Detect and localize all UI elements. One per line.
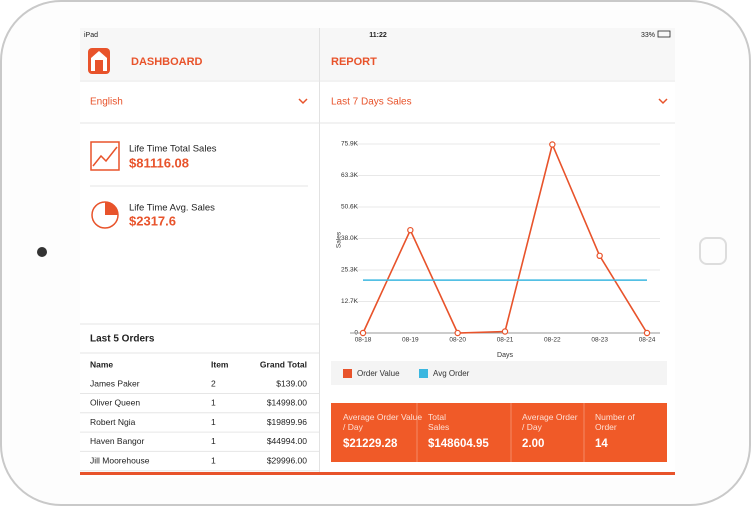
sidebar-title: DASHBOARD: [131, 56, 203, 68]
battery: 33%: [641, 32, 655, 39]
order-cell: $44994.00: [267, 436, 307, 446]
x-tick-label: 08-19: [402, 337, 419, 344]
y-tick-label: 75.9K: [341, 141, 359, 148]
stat-label: Life Time Total Sales: [129, 144, 217, 155]
legend-box: [331, 361, 667, 385]
order-cell: $14998.00: [267, 398, 307, 408]
point: [596, 252, 603, 260]
y-tick-label: 50.6K: [341, 204, 359, 211]
point: [643, 329, 651, 337]
order-cell: 1: [211, 398, 216, 408]
column-header: Name: [90, 359, 113, 369]
stat-label: Life Time Avg. Sales: [129, 203, 215, 214]
legend-swatch: [419, 369, 428, 378]
summary-box: [331, 403, 667, 462]
language-select[interactable]: English: [90, 97, 123, 108]
home-button[interactable]: [699, 237, 727, 265]
summary-label: Total Sales: [428, 412, 449, 432]
summary-label: Number of Order: [595, 412, 635, 432]
summary-value: $148604.95: [428, 438, 489, 450]
column-header: Item: [211, 359, 229, 369]
bottom-bar: [80, 472, 675, 475]
x-tick-label: 08-23: [591, 337, 608, 344]
point: [549, 141, 556, 148]
device-name: iPad: [84, 32, 98, 39]
order-cell: $29996.00: [267, 455, 307, 465]
y-tick-label: 12.7K: [341, 298, 359, 305]
column-header: Grand Total: [260, 359, 307, 369]
order-cell: Oliver Queen: [90, 398, 140, 408]
point: [359, 329, 367, 337]
order-cell: Jill Moorehouse: [90, 455, 150, 465]
point: [454, 329, 461, 337]
stat-value: $2317.6: [129, 213, 176, 228]
order-cell: James Paker: [90, 378, 140, 388]
camera: [37, 247, 47, 257]
avg-icon: [91, 201, 119, 229]
x-tick-label: 08-24: [639, 337, 656, 344]
orders-title: Last 5 Orders: [90, 334, 155, 345]
order-cell: 1: [211, 417, 216, 427]
y-tick-label: 63.3K: [341, 172, 359, 179]
y-tick-label: 25.3K: [341, 267, 359, 274]
battery-icon: [657, 30, 671, 38]
order-cell: 2: [211, 378, 216, 388]
legend-swatch: [343, 369, 352, 378]
period-select[interactable]: Last 7 Days Sales: [331, 97, 412, 108]
top-bar: [80, 28, 675, 80]
time: 11:22: [369, 32, 387, 39]
x-tick-label: 08-21: [497, 337, 514, 344]
legend-label: Order Value: [357, 369, 400, 378]
summary-label: Average Order / Day: [522, 412, 578, 432]
order-cell: $139.00: [276, 378, 307, 388]
stat-value: $81116.08: [129, 155, 189, 170]
y-tick-label: 38.0K: [341, 235, 359, 242]
x-axis-label: Days: [497, 352, 513, 359]
point: [501, 328, 509, 335]
dropdown-arrow[interactable]: [658, 98, 668, 105]
summary-value: 2.00: [522, 438, 544, 450]
order-cell: 1: [211, 436, 216, 446]
x-tick-label: 08-20: [449, 337, 466, 344]
report-title: REPORT: [331, 56, 377, 68]
sales-icon: [90, 141, 120, 171]
summary-value: $21229.28: [343, 438, 398, 450]
logo: [88, 48, 110, 74]
x-tick-label: 08-22: [544, 337, 561, 344]
order-cell: 1: [211, 455, 216, 465]
y-axis-label: Sales: [336, 231, 343, 248]
order-cell: $19899.96: [267, 417, 307, 427]
summary-label: Average Order Value / Day: [343, 412, 422, 432]
legend-label: Avg Order: [433, 369, 470, 378]
order-cell: Haven Bangor: [90, 436, 145, 446]
point: [407, 226, 414, 234]
summary-value: 14: [595, 438, 608, 450]
x-tick-label: 08-18: [355, 337, 372, 344]
dropdown-arrow[interactable]: [298, 98, 308, 105]
order-cell: Robert Ngia: [90, 417, 136, 427]
